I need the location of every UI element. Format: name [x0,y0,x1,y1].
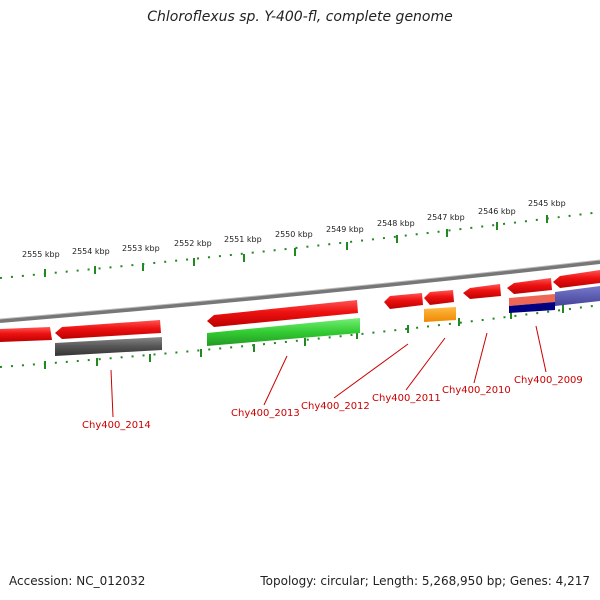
gene-track [0,270,600,356]
gene-block[interactable] [55,337,162,356]
lower-scale [0,304,600,368]
gene-block[interactable] [555,286,600,306]
gene-arrow[interactable] [55,320,161,339]
gene-arrow[interactable] [553,270,600,288]
gene-label[interactable]: Chy400_2009 [514,375,583,386]
gene-label[interactable]: Chy400_2012 [301,401,370,412]
gene-label[interactable]: Chy400_2011 [372,393,441,404]
gene-arrow[interactable] [384,293,423,309]
kbp-label: 2553 kbp [122,244,160,253]
accession-text: Accession: NC_012032 [9,574,146,588]
kbp-label: 2545 kbp [528,199,566,208]
gene-arrow[interactable] [207,300,358,327]
kbp-label: 2549 kbp [326,225,364,234]
gene-block[interactable] [424,307,456,322]
gene-block[interactable] [509,302,555,313]
map-title: Chloroflexus sp. Y-400-fl, complete geno… [147,9,453,25]
kbp-label: 2548 kbp [377,219,415,228]
kbp-label: 2552 kbp [174,239,212,248]
kbp-label: 2546 kbp [478,207,516,216]
kbp-label: 2547 kbp [427,213,465,222]
gene-label[interactable]: Chy400_2013 [231,408,300,419]
gene-label[interactable]: Chy400_2014 [82,420,151,431]
kbp-label: 2555 kbp [22,250,60,259]
gene-arrow[interactable] [507,278,552,294]
gene-block[interactable] [207,318,360,346]
kbp-scale: 2555 kbp 2554 kbp 2553 kbp 2552 kbp 2551… [0,199,600,279]
label-leaders [110,325,547,418]
genome-summary-text: Topology: circular; Length: 5,268,950 bp… [260,574,590,588]
genome-backbone [0,260,600,323]
kbp-label: 2554 kbp [72,247,110,256]
kbp-label: 2551 kbp [224,235,262,244]
gene-arrow[interactable] [424,290,454,305]
kbp-label: 2550 kbp [275,230,313,239]
gene-arrow[interactable] [0,327,52,342]
gene-arrow[interactable] [463,284,501,299]
gene-label[interactable]: Chy400_2010 [442,385,511,396]
